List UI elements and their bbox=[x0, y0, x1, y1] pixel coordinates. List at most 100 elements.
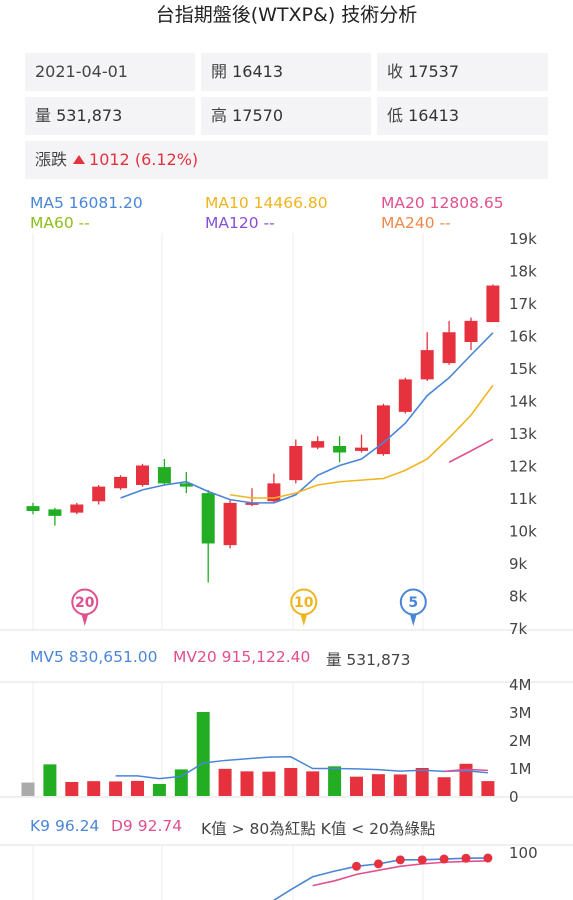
volume-axis-tick: 2M bbox=[509, 732, 532, 750]
date-value: 2021-04-01 bbox=[35, 62, 128, 81]
change-cell: 漲跌 1012 (6.12%) bbox=[25, 141, 548, 179]
open-value: 16413 bbox=[232, 62, 284, 81]
candle-body bbox=[442, 332, 456, 364]
ma-marker-label: 5 bbox=[408, 595, 418, 611]
volume-bar bbox=[152, 783, 166, 796]
volume-cell: 量 531,873 bbox=[25, 97, 195, 135]
volume-legend: 量 531,873 bbox=[326, 651, 411, 669]
candle-body bbox=[486, 285, 500, 323]
date-cell: 2021-04-01 bbox=[25, 53, 195, 91]
low-label: 低 bbox=[387, 106, 404, 125]
volume-bar bbox=[371, 774, 385, 796]
marker-pointer bbox=[80, 612, 89, 626]
candle-body bbox=[355, 447, 368, 451]
volume-bar bbox=[43, 764, 57, 796]
candle-body bbox=[92, 486, 106, 502]
kd-note: K值 > 80為紅點 K值 < 20為綠點 bbox=[201, 820, 436, 838]
volume-bar bbox=[262, 771, 276, 796]
low-value: 16413 bbox=[408, 106, 460, 125]
page-title: 台指期盤後(WTXP&) 技術分析 bbox=[155, 4, 418, 26]
price-axis-tick: 7k bbox=[509, 620, 528, 638]
volume-bar bbox=[131, 780, 144, 796]
close-cell: 收 17537 bbox=[377, 53, 548, 91]
k-overbought-dot bbox=[461, 853, 471, 863]
price-axis-tick: 9k bbox=[509, 555, 528, 573]
volume-bar bbox=[306, 771, 320, 796]
mv20-legend: MV20 915,122.40 bbox=[173, 648, 311, 666]
candle-body bbox=[311, 441, 325, 448]
price-axis-tick: 10k bbox=[509, 523, 537, 541]
candle-body bbox=[289, 446, 303, 481]
close-value: 17537 bbox=[408, 62, 460, 81]
candle-body bbox=[26, 506, 40, 511]
mv20-line bbox=[444, 768, 488, 773]
volume-bar bbox=[481, 781, 495, 796]
high-cell: 高 17570 bbox=[201, 97, 371, 135]
volume-bar bbox=[240, 771, 254, 796]
volume-bar bbox=[109, 781, 123, 796]
k-overbought-dot bbox=[483, 853, 493, 863]
volume-bar bbox=[196, 712, 210, 796]
volume-axis-tick: 4M bbox=[509, 676, 532, 694]
ma240-legend: MA240 -- bbox=[381, 214, 451, 232]
price-axis-tick: 17k bbox=[509, 295, 537, 313]
grid bbox=[0, 233, 573, 900]
kd-axis-tick: 100 bbox=[509, 844, 538, 862]
volume-bar bbox=[65, 782, 79, 796]
ma5-line bbox=[120, 332, 494, 504]
k-overbought-dot bbox=[352, 861, 361, 871]
open-cell: 開 16413 bbox=[201, 53, 371, 91]
price-axis-tick: 12k bbox=[509, 458, 537, 476]
ma120-legend: MA120 -- bbox=[205, 214, 275, 232]
change-value: 1012 (6.12%) bbox=[89, 150, 199, 169]
k-overbought-dot bbox=[439, 854, 449, 864]
candle-body bbox=[70, 504, 84, 513]
price-axis-tick: 19k bbox=[509, 230, 537, 248]
price-panel: 19k 18k 17k 16k 15k 14k 13k 12k 11k 10k 9k 8k 7k 20 10… bbox=[26, 230, 537, 638]
k-overbought-dot bbox=[373, 859, 383, 869]
volume-axis-tick: 1M bbox=[509, 760, 532, 778]
ma10-legend: MA10 14466.80 bbox=[205, 194, 328, 212]
price-axis-tick: 16k bbox=[509, 328, 537, 346]
volume-bar bbox=[415, 768, 429, 796]
k-overbought-dot bbox=[395, 855, 405, 865]
ma60-legend: MA60 -- bbox=[30, 214, 90, 232]
kd-panel: 100 bbox=[272, 844, 538, 900]
volume-bar bbox=[393, 774, 407, 796]
candle-body bbox=[333, 446, 347, 453]
volume-bar bbox=[350, 776, 363, 796]
ma-marker-label: 10 bbox=[294, 595, 314, 611]
k9-legend: K9 96.24 bbox=[30, 817, 100, 835]
mv5-legend: MV5 830,651.00 bbox=[30, 648, 158, 666]
ma-marker bbox=[71, 588, 99, 616]
volume-value: 531,873 bbox=[56, 106, 123, 125]
candle-body bbox=[420, 350, 434, 380]
up-arrow-icon bbox=[73, 155, 86, 164]
ma-marker-label: 20 bbox=[75, 595, 95, 611]
change-label: 漲跌 bbox=[35, 150, 68, 169]
price-axis-tick: 14k bbox=[509, 393, 537, 411]
high-value: 17570 bbox=[232, 106, 284, 125]
price-axis-tick: 11k bbox=[509, 490, 537, 508]
volume-panel: 4M 3M 2M 1M 0 bbox=[21, 676, 532, 806]
ma20-legend: MA20 12808.65 bbox=[381, 194, 504, 212]
low-cell: 低 16413 bbox=[377, 97, 548, 135]
volume-bar bbox=[21, 782, 35, 796]
candle-body bbox=[245, 502, 259, 505]
open-label: 開 bbox=[211, 62, 228, 81]
candle-body bbox=[48, 509, 62, 516]
candle-body bbox=[157, 467, 171, 484]
marker-pointer bbox=[299, 612, 308, 626]
price-axis-tick: 8k bbox=[509, 588, 528, 606]
candle-body bbox=[136, 465, 149, 485]
volume-bar bbox=[328, 766, 342, 796]
volume-bar bbox=[284, 768, 298, 796]
d-line bbox=[312, 860, 488, 887]
candle-body bbox=[376, 405, 390, 455]
ma-marker bbox=[399, 588, 427, 616]
volume-bar bbox=[87, 781, 101, 796]
volume-label: 量 bbox=[35, 106, 52, 125]
ma5-legend: MA5 16081.20 bbox=[30, 194, 143, 212]
mv5-line bbox=[115, 756, 488, 780]
